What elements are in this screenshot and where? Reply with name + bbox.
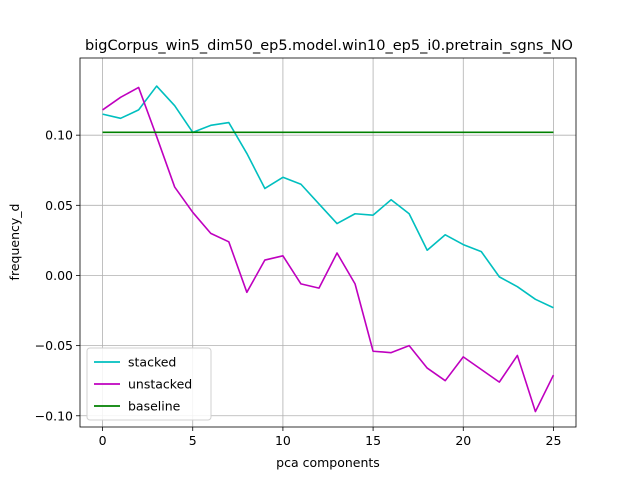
x-tick-label: 20: [455, 433, 471, 448]
legend-label-unstacked: unstacked: [128, 377, 192, 392]
y-tick-label: 0.00: [45, 268, 73, 283]
legend: stacked unstacked baseline: [86, 347, 212, 421]
legend-label-baseline: baseline: [128, 399, 181, 414]
y-tick-label: 0.10: [45, 128, 73, 143]
y-axis-label: frequency_d: [7, 204, 22, 281]
x-tick-label: 0: [99, 433, 107, 448]
plot-frame: [79, 57, 577, 428]
x-tick-label: 25: [546, 433, 562, 448]
series-line-unstacked: [102, 86, 555, 413]
y-tick-label: 0.05: [45, 198, 73, 213]
chart-title: bigCorpus_win5_dim50_ep5.model.win10_ep5…: [85, 38, 573, 54]
series-lines: [102, 85, 555, 413]
x-axis-label: pca components: [276, 455, 380, 470]
x-tick-label: 5: [189, 433, 197, 448]
legend-box: [86, 347, 212, 421]
series-line-stacked: [102, 85, 554, 309]
x-tick-label: 10: [275, 433, 291, 448]
axis-ticks: 0 5 10 15 20 25 −0.10 −0.05 0.00 0.05 0.10: [35, 128, 562, 448]
y-tick-label: −0.05: [35, 338, 73, 353]
x-tick-label: 15: [365, 433, 381, 448]
y-tick-label: −0.10: [35, 408, 73, 423]
legend-label-stacked: stacked: [128, 355, 176, 370]
